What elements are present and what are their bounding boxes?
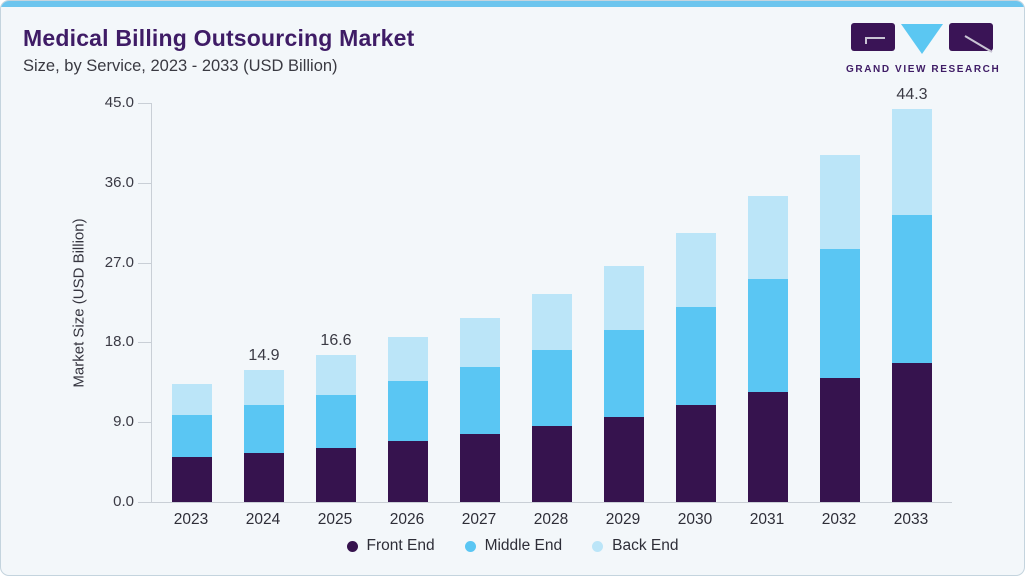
bar-2031	[748, 196, 788, 502]
y-tick-mark	[138, 262, 151, 264]
y-tick-mark	[138, 422, 151, 424]
bars-container: 14.9 16.6 44.3	[172, 86, 932, 502]
segment-front-end-2026	[388, 440, 428, 502]
x-axis-label-2032: 2032	[821, 511, 857, 528]
x-axis-label-2030: 2030	[677, 511, 713, 528]
page-subtitle: Size, by Service, 2023 - 2033 (USD Billi…	[23, 57, 338, 75]
legend-item-middle-end: Middle End	[464, 537, 563, 555]
x-axis-label-2031: 2031	[749, 511, 785, 528]
bar-2025: 16.6	[316, 332, 356, 502]
y-tick-label: 45.0	[104, 94, 134, 111]
segment-back-end-2026	[388, 337, 428, 382]
bar-2030	[676, 233, 716, 502]
bar-value-label-2025: 16.6	[320, 331, 352, 349]
segment-middle-end-2026	[388, 381, 428, 441]
segment-middle-end-2028	[532, 350, 572, 426]
bar-2029	[604, 266, 644, 502]
y-tick-mark	[138, 182, 151, 184]
x-axis-label-2026: 2026	[389, 511, 425, 528]
bar-2033: 44.3	[892, 86, 932, 502]
segment-middle-end-2025	[316, 394, 356, 448]
legend-label: Front End	[366, 537, 435, 554]
segment-front-end-2023	[172, 456, 212, 502]
segment-middle-end-2031	[748, 279, 788, 393]
legend-dot-icon	[346, 540, 358, 552]
segment-middle-end-2032	[820, 249, 860, 378]
x-axis-label-2024: 2024	[245, 511, 281, 528]
legend-dot-icon	[592, 540, 604, 552]
bar-2023	[172, 384, 212, 502]
segment-back-end-2032	[820, 155, 860, 250]
y-tick-mark	[138, 342, 151, 344]
top-accent-bar	[1, 1, 1024, 7]
gvr-logo-text: GRAND VIEW RESEARCH	[846, 64, 1001, 75]
y-tick-mark	[138, 502, 151, 503]
segment-front-end-2029	[604, 416, 644, 502]
x-axis-label-2027: 2027	[461, 511, 497, 528]
x-axis-label-2025: 2025	[317, 511, 353, 528]
plot-area: 14.9 16.6 44.3	[151, 86, 952, 503]
segment-back-end-2033	[892, 109, 932, 215]
segment-front-end-2025	[316, 447, 356, 502]
segment-middle-end-2030	[676, 306, 716, 406]
segment-middle-end-2027	[460, 367, 500, 434]
bar-2026	[388, 337, 428, 502]
segment-back-end-2030	[676, 233, 716, 307]
x-axis-label-2023: 2023	[173, 511, 209, 528]
segment-back-end-2028	[532, 293, 572, 351]
bar-2032	[820, 155, 860, 502]
x-axis-label-2033: 2033	[893, 511, 929, 528]
stacked-bar-chart: Market Size (USD Billion) 0.0 9.0 18.0 27.0…	[1, 86, 1024, 533]
segment-front-end-2027	[460, 433, 500, 502]
x-axis-label-2028: 2028	[533, 511, 569, 528]
page-title: Medical Billing Outsourcing Market	[23, 25, 415, 51]
y-axis-title: Market Size (USD Billion)	[70, 218, 88, 388]
segment-front-end-2032	[820, 377, 860, 502]
bar-value-label-2033: 44.3	[896, 86, 928, 104]
segment-front-end-2024	[244, 453, 284, 502]
gvr-logo: GRAND VIEW RESEARCH	[846, 23, 1001, 75]
bar-2027	[460, 317, 500, 502]
segment-front-end-2033	[892, 362, 932, 502]
y-tick-label: 0.0	[113, 493, 134, 510]
bar-2024: 14.9	[244, 347, 284, 502]
legend-item-front-end: Front End	[346, 537, 435, 555]
legend-label: Middle End	[484, 537, 563, 554]
segment-front-end-2028	[532, 425, 572, 502]
y-tick-label: 9.0	[113, 413, 134, 431]
x-axis: 2023 2024 2025 2026 2027 2028 2029 2030 2031 2032…	[171, 511, 931, 529]
legend-item-back-end: Back End	[592, 537, 678, 555]
y-tick-label: 36.0	[104, 173, 134, 191]
segment-front-end-2030	[676, 405, 716, 502]
gvr-logo-icon	[851, 23, 993, 54]
segment-middle-end-2029	[604, 330, 644, 417]
y-tick-label: 18.0	[104, 333, 134, 351]
segment-back-end-2031	[748, 196, 788, 280]
segment-back-end-2023	[172, 384, 212, 416]
legend: Front End Middle End Back End	[1, 537, 1024, 555]
x-axis-label-2029: 2029	[605, 511, 641, 528]
legend-label: Back End	[612, 537, 679, 554]
y-tick-label: 27.0	[104, 253, 134, 271]
y-tick-mark	[138, 103, 151, 104]
segment-back-end-2027	[460, 317, 500, 368]
segment-back-end-2025	[316, 354, 356, 395]
legend-dot-icon	[464, 540, 476, 552]
segment-middle-end-2024	[244, 405, 284, 454]
bar-2028	[532, 293, 572, 502]
segment-back-end-2024	[244, 369, 284, 406]
segment-middle-end-2023	[172, 415, 212, 457]
segment-middle-end-2033	[892, 214, 932, 363]
segment-front-end-2031	[748, 392, 788, 502]
segment-back-end-2029	[604, 266, 644, 330]
bar-value-label-2024: 14.9	[248, 346, 280, 364]
